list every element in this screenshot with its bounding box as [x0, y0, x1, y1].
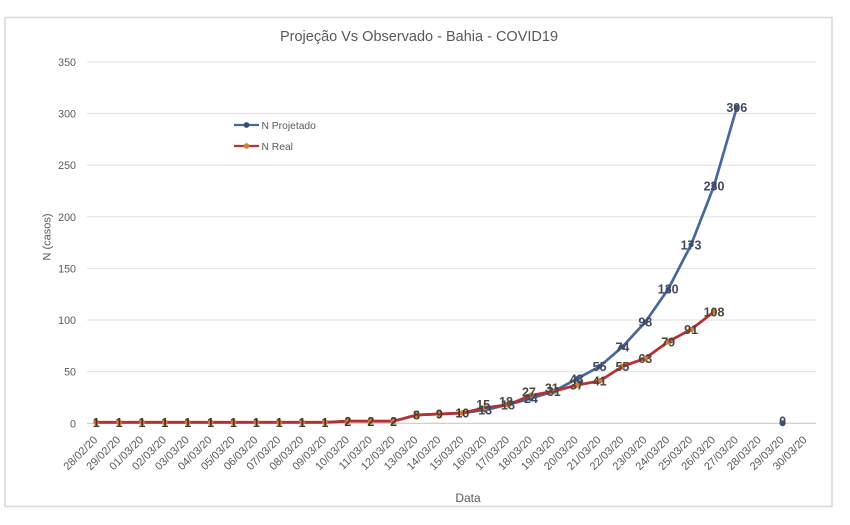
- svg-text:41: 41: [593, 375, 607, 389]
- svg-text:98: 98: [638, 316, 652, 330]
- svg-text:1: 1: [161, 416, 168, 430]
- svg-text:250: 250: [58, 160, 76, 172]
- svg-text:55: 55: [615, 360, 629, 374]
- svg-text:55: 55: [593, 360, 607, 374]
- svg-text:0: 0: [779, 414, 786, 428]
- svg-text:200: 200: [58, 212, 76, 224]
- svg-text:1: 1: [299, 416, 306, 430]
- svg-text:1: 1: [230, 416, 237, 430]
- svg-text:2: 2: [344, 415, 351, 429]
- svg-text:37: 37: [570, 379, 584, 393]
- svg-text:50: 50: [64, 367, 76, 379]
- svg-text:9: 9: [436, 408, 443, 422]
- svg-text:1: 1: [139, 416, 146, 430]
- svg-text:10: 10: [455, 407, 469, 421]
- svg-text:230: 230: [704, 180, 725, 194]
- svg-text:1: 1: [322, 416, 329, 430]
- svg-text:306: 306: [726, 101, 747, 115]
- svg-text:N (casos): N (casos): [42, 213, 54, 260]
- svg-text:91: 91: [684, 323, 698, 337]
- svg-text:43: 43: [570, 373, 584, 387]
- svg-text:79: 79: [661, 335, 675, 349]
- svg-text:N Real: N Real: [262, 142, 293, 153]
- svg-text:63: 63: [638, 352, 652, 366]
- svg-text:173: 173: [681, 238, 702, 252]
- svg-text:2: 2: [367, 415, 374, 429]
- svg-text:Projeção Vs Observado - Bahia: Projeção Vs Observado - Bahia - COVID19: [280, 29, 558, 45]
- svg-text:31: 31: [547, 385, 561, 399]
- svg-text:74: 74: [615, 341, 629, 355]
- svg-text:1: 1: [207, 416, 214, 430]
- svg-text:0: 0: [70, 418, 76, 430]
- svg-text:Data: Data: [455, 491, 481, 505]
- svg-text:300: 300: [58, 109, 76, 121]
- svg-text:1: 1: [93, 416, 100, 430]
- svg-text:1: 1: [184, 416, 191, 430]
- svg-text:18: 18: [499, 395, 513, 409]
- svg-text:18: 18: [501, 398, 515, 412]
- svg-text:2: 2: [390, 415, 397, 429]
- svg-text:13: 13: [478, 404, 492, 418]
- svg-text:31: 31: [545, 381, 559, 395]
- svg-text:130: 130: [658, 283, 679, 297]
- svg-text:1: 1: [116, 416, 123, 430]
- svg-text:27: 27: [522, 386, 536, 400]
- svg-text:1: 1: [276, 416, 283, 430]
- svg-text:100: 100: [58, 315, 76, 327]
- svg-text:350: 350: [58, 57, 76, 69]
- svg-text:24: 24: [524, 392, 538, 406]
- svg-text:8: 8: [413, 409, 420, 423]
- svg-text:108: 108: [704, 305, 725, 319]
- svg-text:15: 15: [476, 398, 490, 412]
- svg-text:150: 150: [58, 264, 76, 276]
- svg-text:N Projetado: N Projetado: [262, 121, 317, 132]
- svg-text:1: 1: [253, 416, 260, 430]
